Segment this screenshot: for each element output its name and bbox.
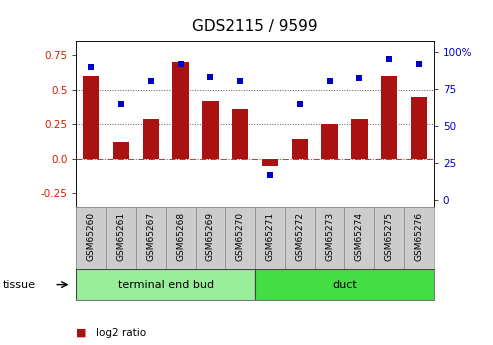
Text: GSM65270: GSM65270 bbox=[236, 212, 245, 262]
Bar bbox=[345, 207, 374, 269]
Text: GSM65260: GSM65260 bbox=[87, 212, 96, 262]
Point bbox=[236, 79, 244, 84]
Text: ■: ■ bbox=[76, 328, 87, 338]
Text: tissue: tissue bbox=[2, 280, 35, 289]
Bar bbox=[196, 207, 225, 269]
Text: GSM65267: GSM65267 bbox=[146, 212, 155, 262]
Bar bbox=[315, 207, 345, 269]
Text: GSM65274: GSM65274 bbox=[355, 212, 364, 261]
Bar bbox=[76, 207, 106, 269]
Bar bbox=[411, 97, 427, 159]
Bar bbox=[225, 207, 255, 269]
Point bbox=[385, 56, 393, 62]
Point bbox=[355, 76, 363, 81]
Bar bbox=[76, 269, 255, 300]
Text: GSM65268: GSM65268 bbox=[176, 212, 185, 262]
Text: GSM65269: GSM65269 bbox=[206, 212, 215, 262]
Bar bbox=[321, 124, 338, 159]
Text: terminal end bud: terminal end bud bbox=[118, 280, 214, 289]
Bar bbox=[166, 207, 196, 269]
Text: log2 ratio: log2 ratio bbox=[96, 328, 146, 338]
Text: GSM65275: GSM65275 bbox=[385, 212, 394, 262]
Bar bbox=[113, 142, 129, 159]
Bar bbox=[136, 207, 166, 269]
Bar bbox=[202, 101, 218, 159]
Bar bbox=[404, 207, 434, 269]
Point bbox=[207, 74, 214, 80]
Point bbox=[117, 101, 125, 107]
Point bbox=[266, 172, 274, 178]
Point bbox=[326, 79, 334, 84]
Bar bbox=[255, 207, 285, 269]
Text: GSM65271: GSM65271 bbox=[266, 212, 275, 262]
Bar bbox=[374, 207, 404, 269]
Bar bbox=[262, 159, 278, 166]
Bar bbox=[142, 119, 159, 159]
Bar bbox=[292, 139, 308, 159]
Text: GDS2115 / 9599: GDS2115 / 9599 bbox=[192, 19, 318, 34]
Bar bbox=[285, 207, 315, 269]
Text: GSM65261: GSM65261 bbox=[116, 212, 126, 262]
Point bbox=[415, 61, 423, 66]
Text: GSM65272: GSM65272 bbox=[295, 212, 304, 261]
Bar bbox=[83, 76, 100, 159]
Point bbox=[147, 79, 155, 84]
Bar bbox=[351, 119, 368, 159]
Text: duct: duct bbox=[332, 280, 357, 289]
Point bbox=[296, 101, 304, 107]
Bar bbox=[381, 76, 397, 159]
Text: GSM65273: GSM65273 bbox=[325, 212, 334, 262]
Bar bbox=[255, 269, 434, 300]
Bar bbox=[232, 109, 248, 159]
Text: GSM65276: GSM65276 bbox=[415, 212, 423, 262]
Point bbox=[176, 61, 184, 66]
Bar bbox=[106, 207, 136, 269]
Point bbox=[87, 64, 95, 69]
Bar bbox=[173, 62, 189, 159]
